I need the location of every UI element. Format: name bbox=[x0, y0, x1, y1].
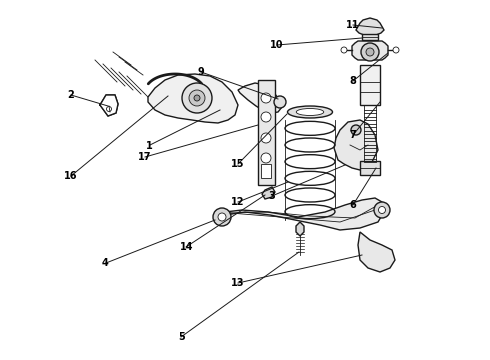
Bar bbox=[360, 65, 380, 105]
Text: 2: 2 bbox=[68, 90, 74, 100]
Text: 3: 3 bbox=[269, 191, 275, 201]
Polygon shape bbox=[296, 222, 304, 236]
Circle shape bbox=[351, 125, 361, 135]
Ellipse shape bbox=[261, 153, 271, 163]
Circle shape bbox=[182, 83, 212, 113]
Text: 8: 8 bbox=[349, 76, 356, 86]
Text: 16: 16 bbox=[64, 171, 78, 181]
Text: 10: 10 bbox=[270, 40, 284, 50]
Circle shape bbox=[274, 96, 286, 108]
Text: 12: 12 bbox=[231, 197, 245, 207]
Circle shape bbox=[218, 213, 226, 221]
Polygon shape bbox=[258, 80, 275, 185]
Ellipse shape bbox=[261, 133, 271, 143]
Circle shape bbox=[378, 207, 386, 213]
Polygon shape bbox=[352, 41, 388, 60]
Ellipse shape bbox=[261, 112, 271, 122]
Circle shape bbox=[213, 208, 231, 226]
Circle shape bbox=[194, 95, 200, 101]
Text: 4: 4 bbox=[102, 258, 109, 268]
Text: 14: 14 bbox=[179, 242, 193, 252]
Bar bbox=[261, 164, 271, 178]
Text: 11: 11 bbox=[346, 20, 360, 30]
Bar bbox=[360, 161, 380, 175]
Text: 13: 13 bbox=[231, 278, 245, 288]
Ellipse shape bbox=[261, 93, 271, 103]
Polygon shape bbox=[334, 120, 378, 170]
Ellipse shape bbox=[288, 106, 333, 118]
Polygon shape bbox=[356, 18, 384, 36]
Circle shape bbox=[361, 43, 379, 61]
Circle shape bbox=[189, 90, 205, 106]
Text: 6: 6 bbox=[349, 200, 356, 210]
Text: 15: 15 bbox=[231, 159, 245, 169]
Text: 9: 9 bbox=[197, 67, 204, 77]
Polygon shape bbox=[148, 74, 238, 123]
Polygon shape bbox=[100, 95, 118, 116]
Text: 5: 5 bbox=[178, 332, 185, 342]
Text: 7: 7 bbox=[349, 130, 356, 140]
Text: 17: 17 bbox=[138, 152, 151, 162]
Circle shape bbox=[366, 48, 374, 56]
Polygon shape bbox=[358, 232, 395, 272]
Polygon shape bbox=[238, 83, 282, 113]
Circle shape bbox=[106, 107, 112, 112]
Ellipse shape bbox=[296, 108, 324, 116]
Circle shape bbox=[393, 47, 399, 53]
Circle shape bbox=[374, 202, 390, 218]
Bar bbox=[362, 34, 378, 40]
Polygon shape bbox=[262, 187, 275, 199]
Circle shape bbox=[341, 47, 347, 53]
Text: 1: 1 bbox=[146, 141, 153, 151]
Polygon shape bbox=[215, 198, 385, 230]
